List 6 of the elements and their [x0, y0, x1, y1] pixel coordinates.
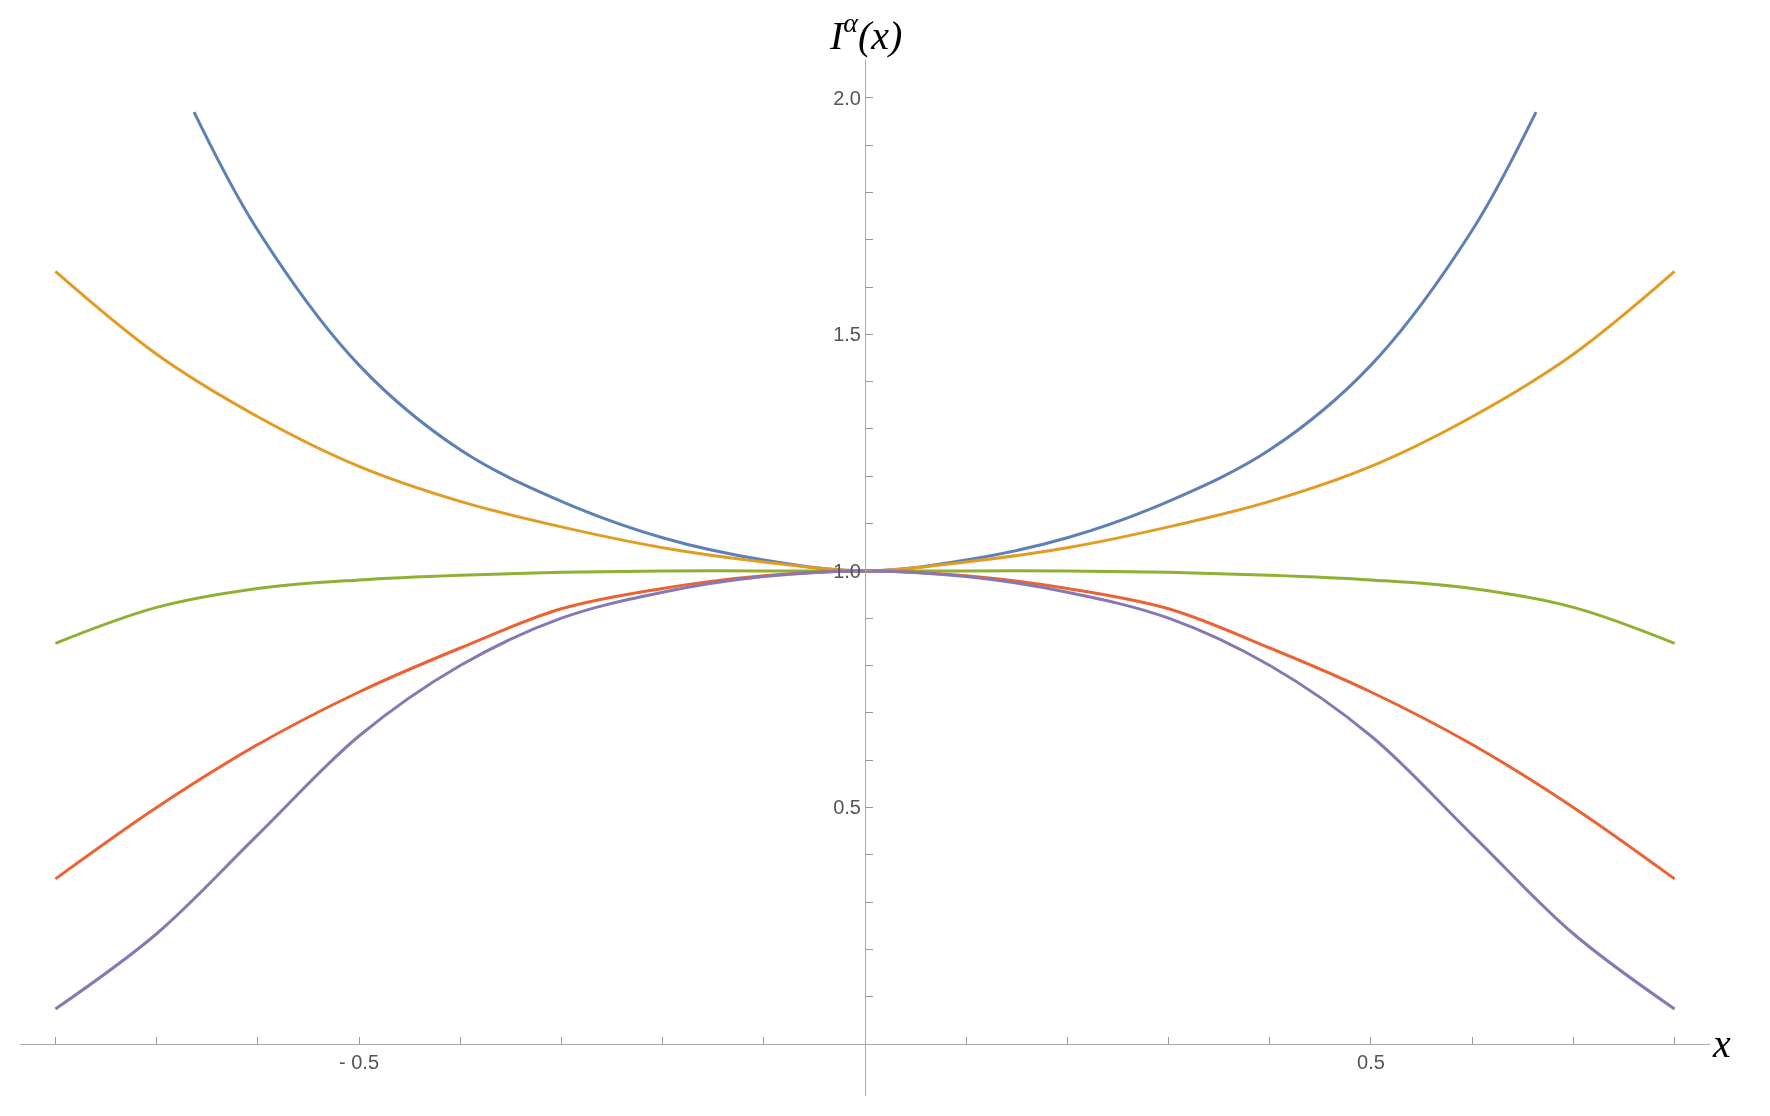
y-tick-label: 2.0 — [833, 86, 861, 109]
x-axis-title: x — [1712, 1021, 1731, 1066]
y-axis-title: I$^{α}$(x) — [829, 7, 903, 58]
x-tick-label: - 0.5 — [338, 1050, 380, 1073]
y-tick-label: 1.5 — [833, 323, 861, 346]
y-tick-label: 0.5 — [833, 796, 861, 819]
